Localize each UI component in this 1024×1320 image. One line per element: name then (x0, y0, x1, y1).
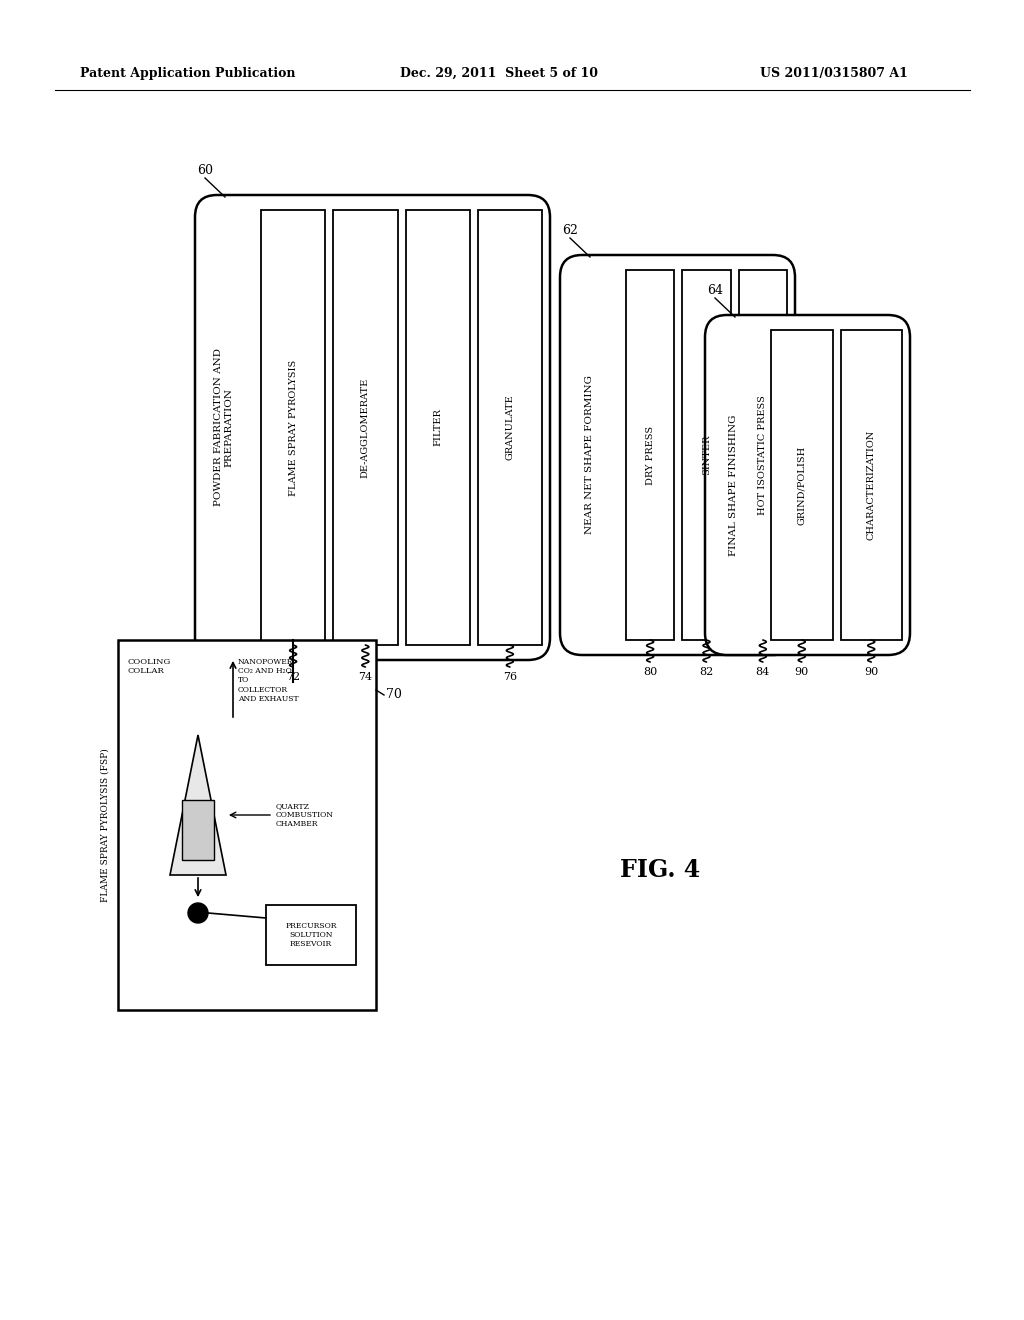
Circle shape (188, 903, 208, 923)
Text: FLAME SPRAY PYROLYSIS (FSP): FLAME SPRAY PYROLYSIS (FSP) (101, 748, 110, 902)
Text: 82: 82 (699, 667, 714, 677)
Text: FIG. 4: FIG. 4 (620, 858, 700, 882)
Text: 60: 60 (197, 164, 213, 177)
Bar (118, 640, 376, 1010)
Text: 90: 90 (795, 667, 809, 677)
Text: Dec. 29, 2011  Sheet 5 of 10: Dec. 29, 2011 Sheet 5 of 10 (400, 66, 598, 79)
Text: 80: 80 (643, 667, 657, 677)
Bar (682, 271, 731, 640)
Text: GRANULATE: GRANULATE (506, 395, 514, 461)
Text: PRECURSOR
SOLUTION
RESEVOIR: PRECURSOR SOLUTION RESEVOIR (286, 921, 337, 948)
FancyBboxPatch shape (705, 315, 910, 655)
Text: QUARTZ
COMBUSTION
CHAMBER: QUARTZ COMBUSTION CHAMBER (276, 803, 334, 829)
Text: HOT ISOSTATIC PRESS: HOT ISOSTATIC PRESS (759, 395, 767, 515)
Text: NANOPOWER
CO₂ AND H₂O
TO
COLLECTOR
AND EXHAUST: NANOPOWER CO₂ AND H₂O TO COLLECTOR AND E… (238, 657, 299, 702)
Text: COOLING
COLLAR: COOLING COLLAR (128, 657, 171, 676)
Text: FINAL SHAPE FINISHING: FINAL SHAPE FINISHING (729, 414, 738, 556)
Bar (626, 271, 675, 640)
Text: DE-AGGLOMERATE: DE-AGGLOMERATE (360, 378, 370, 478)
Text: DRY PRESS: DRY PRESS (646, 425, 654, 484)
Text: POWDER FABRICATION AND
PREPARATION: POWDER FABRICATION AND PREPARATION (214, 348, 233, 507)
Bar (266, 906, 356, 965)
Bar (738, 271, 787, 640)
Text: 76: 76 (503, 672, 517, 682)
Text: FILTER: FILTER (433, 409, 442, 446)
Text: 62: 62 (562, 224, 578, 238)
Text: NEAR NET SHAPE FORMING: NEAR NET SHAPE FORMING (585, 375, 594, 535)
Bar (182, 800, 214, 861)
Text: Patent Application Publication: Patent Application Publication (80, 66, 296, 79)
FancyBboxPatch shape (560, 255, 795, 655)
Text: 72: 72 (286, 672, 300, 682)
Bar (406, 210, 470, 645)
Text: US 2011/0315807 A1: US 2011/0315807 A1 (760, 66, 908, 79)
Bar (771, 330, 833, 640)
FancyBboxPatch shape (195, 195, 550, 660)
Text: 70: 70 (386, 689, 401, 701)
Text: GRIND/POLISH: GRIND/POLISH (798, 445, 806, 524)
Bar (478, 210, 542, 645)
Bar (261, 210, 326, 645)
Text: 64: 64 (707, 284, 723, 297)
Polygon shape (170, 735, 226, 875)
Text: SINTER: SINTER (702, 434, 711, 475)
Text: 90: 90 (864, 667, 879, 677)
Text: CHARACTERIZATION: CHARACTERIZATION (866, 430, 876, 540)
Text: 74: 74 (358, 672, 373, 682)
Bar (841, 330, 902, 640)
Text: FLAME SPRAY PYROLYSIS: FLAME SPRAY PYROLYSIS (289, 359, 298, 495)
Text: 84: 84 (756, 667, 770, 677)
Bar (333, 210, 397, 645)
